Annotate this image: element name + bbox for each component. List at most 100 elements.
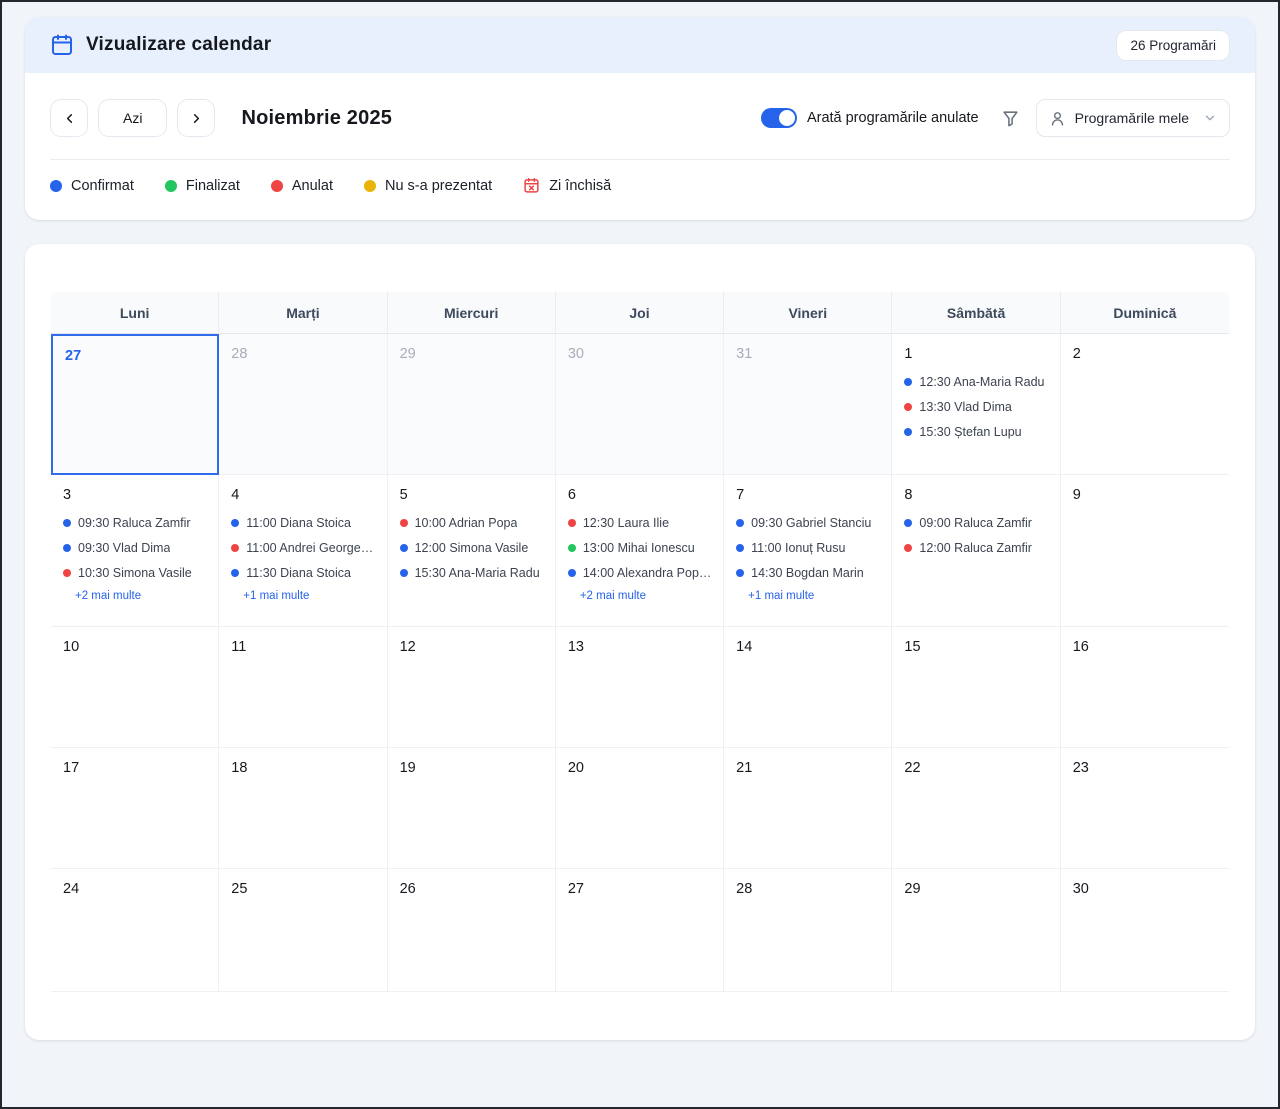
more-events-link[interactable]: +2 mai multe bbox=[75, 590, 208, 602]
calendar-icon bbox=[50, 33, 74, 57]
calendar-x-icon bbox=[523, 177, 540, 194]
day-cell-2[interactable]: 2 bbox=[1061, 334, 1229, 475]
day-number: 27 bbox=[566, 879, 713, 899]
calendar-event[interactable]: 12:00 Simona Vasile bbox=[398, 541, 545, 555]
event-status-dot-icon bbox=[400, 544, 408, 552]
day-number: 10 bbox=[61, 637, 208, 657]
day-number: 22 bbox=[902, 758, 1049, 778]
day-number: 30 bbox=[566, 344, 713, 364]
calendar-event[interactable]: 12:30 Laura Ilie bbox=[566, 516, 713, 530]
day-cell-11[interactable]: 11 bbox=[219, 627, 387, 748]
day-cell-10[interactable]: 10 bbox=[51, 627, 219, 748]
more-events-link[interactable]: +1 mai multe bbox=[243, 590, 376, 602]
calendar-event[interactable]: 09:30 Gabriel Stanciu bbox=[734, 516, 881, 530]
day-cell-12[interactable]: 12 bbox=[388, 627, 556, 748]
day-cell-29[interactable]: 29 bbox=[892, 869, 1060, 992]
calendar-event[interactable]: 09:30 Raluca Zamfir bbox=[61, 516, 208, 530]
day-cell-18[interactable]: 18 bbox=[219, 748, 387, 869]
day-cell-25[interactable]: 25 bbox=[219, 869, 387, 992]
day-cell-13[interactable]: 13 bbox=[556, 627, 724, 748]
day-cell-5[interactable]: 510:00 Adrian Popa12:00 Simona Vasile15:… bbox=[388, 475, 556, 627]
calendar-event[interactable]: 14:30 Bogdan Marin bbox=[734, 566, 881, 580]
toolbar-right: Arată programările anulate Programările … bbox=[761, 99, 1230, 137]
next-month-button[interactable] bbox=[177, 99, 215, 137]
day-number: 23 bbox=[1071, 758, 1219, 778]
event-status-dot-icon bbox=[63, 569, 71, 577]
calendar-event[interactable]: 15:30 Ana-Maria Radu bbox=[398, 566, 545, 580]
chevron-down-icon bbox=[1203, 111, 1217, 125]
day-cell-30[interactable]: 30 bbox=[1061, 869, 1229, 992]
more-events-link[interactable]: +2 mai multe bbox=[580, 590, 713, 602]
day-number: 16 bbox=[1071, 637, 1219, 657]
day-cell-21[interactable]: 21 bbox=[724, 748, 892, 869]
day-number: 21 bbox=[734, 758, 881, 778]
day-cell-6[interactable]: 612:30 Laura Ilie13:00 Mihai Ionescu14:0… bbox=[556, 475, 724, 627]
event-label: 11:30 Diana Stoica bbox=[246, 566, 351, 580]
calendar-event[interactable]: 09:30 Vlad Dima bbox=[61, 541, 208, 555]
event-status-dot-icon bbox=[63, 519, 71, 527]
event-status-dot-icon bbox=[568, 519, 576, 527]
prev-month-button[interactable] bbox=[50, 99, 88, 137]
event-label: 12:30 Laura Ilie bbox=[583, 516, 669, 530]
calendar-event[interactable]: 12:30 Ana-Maria Radu bbox=[902, 375, 1049, 389]
calendar-event[interactable]: 14:00 Alexandra Pop… bbox=[566, 566, 713, 580]
day-cell-16[interactable]: 16 bbox=[1061, 627, 1229, 748]
filter-icon[interactable] bbox=[1001, 109, 1020, 128]
calendar-event[interactable]: 10:30 Simona Vasile bbox=[61, 566, 208, 580]
day-cell-28[interactable]: 28 bbox=[724, 869, 892, 992]
event-label: 09:30 Gabriel Stanciu bbox=[751, 516, 871, 530]
day-cell-17[interactable]: 17 bbox=[51, 748, 219, 869]
day-cell-30[interactable]: 30 bbox=[556, 334, 724, 475]
day-cell-31[interactable]: 31 bbox=[724, 334, 892, 475]
day-cell-1[interactable]: 112:30 Ana-Maria Radu13:30 Vlad Dima15:3… bbox=[892, 334, 1060, 475]
appointments-filter-select[interactable]: Programările mele bbox=[1036, 99, 1230, 137]
calendar-event[interactable]: 10:00 Adrian Popa bbox=[398, 516, 545, 530]
calendar-event[interactable]: 09:00 Raluca Zamfir bbox=[902, 516, 1049, 530]
day-cell-15[interactable]: 15 bbox=[892, 627, 1060, 748]
day-cell-28[interactable]: 28 bbox=[219, 334, 387, 475]
calendar-event[interactable]: 11:00 Diana Stoica bbox=[229, 516, 376, 530]
calendar-event[interactable]: 13:00 Mihai Ionescu bbox=[566, 541, 713, 555]
title-band: Vizualizare calendar 26 Programări bbox=[25, 17, 1255, 73]
day-cell-27[interactable]: 27 bbox=[51, 334, 219, 475]
day-cell-9[interactable]: 9 bbox=[1061, 475, 1229, 627]
day-cell-23[interactable]: 23 bbox=[1061, 748, 1229, 869]
day-cell-3[interactable]: 309:30 Raluca Zamfir09:30 Vlad Dima10:30… bbox=[51, 475, 219, 627]
event-status-dot-icon bbox=[904, 403, 912, 411]
day-cell-26[interactable]: 26 bbox=[388, 869, 556, 992]
day-cell-24[interactable]: 24 bbox=[51, 869, 219, 992]
event-label: 10:30 Simona Vasile bbox=[78, 566, 192, 580]
event-status-dot-icon bbox=[904, 428, 912, 436]
event-label: 15:30 Ștefan Lupu bbox=[919, 425, 1021, 439]
more-events-link[interactable]: +1 mai multe bbox=[748, 590, 881, 602]
calendar-event[interactable]: 11:00 Andrei Georges… bbox=[229, 541, 376, 555]
day-cell-19[interactable]: 19 bbox=[388, 748, 556, 869]
day-number: 14 bbox=[734, 637, 881, 657]
calendar-event[interactable]: 15:30 Ștefan Lupu bbox=[902, 425, 1049, 439]
today-button[interactable]: Azi bbox=[98, 99, 167, 137]
calendar-event[interactable]: 11:00 Ionuț Rusu bbox=[734, 541, 881, 555]
day-cell-29[interactable]: 29 bbox=[388, 334, 556, 475]
event-label: 09:00 Raluca Zamfir bbox=[919, 516, 1032, 530]
legend-item-anulat: Anulat bbox=[271, 178, 333, 194]
day-cell-4[interactable]: 411:00 Diana Stoica11:00 Andrei Georges…… bbox=[219, 475, 387, 627]
month-title: Noiembrie 2025 bbox=[241, 107, 392, 130]
day-cell-27[interactable]: 27 bbox=[556, 869, 724, 992]
show-cancelled-toggle[interactable] bbox=[761, 108, 797, 128]
day-number: 13 bbox=[566, 637, 713, 657]
calendar-event[interactable]: 13:30 Vlad Dima bbox=[902, 400, 1049, 414]
event-status-dot-icon bbox=[904, 519, 912, 527]
event-label: 09:30 Vlad Dima bbox=[78, 541, 170, 555]
day-cell-7[interactable]: 709:30 Gabriel Stanciu11:00 Ionuț Rusu14… bbox=[724, 475, 892, 627]
page-title: Vizualizare calendar bbox=[86, 34, 271, 56]
calendar-grid: Luni Marți Miercuri Joi Vineri Sâmbătă D… bbox=[51, 292, 1229, 992]
day-cell-8[interactable]: 809:00 Raluca Zamfir12:00 Raluca Zamfir bbox=[892, 475, 1060, 627]
day-cell-22[interactable]: 22 bbox=[892, 748, 1060, 869]
day-cell-20[interactable]: 20 bbox=[556, 748, 724, 869]
day-cell-14[interactable]: 14 bbox=[724, 627, 892, 748]
calendar-event[interactable]: 11:30 Diana Stoica bbox=[229, 566, 376, 580]
show-cancelled-label: Arată programările anulate bbox=[807, 110, 979, 126]
day-number: 31 bbox=[734, 344, 881, 364]
calendar-event[interactable]: 12:00 Raluca Zamfir bbox=[902, 541, 1049, 555]
event-label: 11:00 Diana Stoica bbox=[246, 516, 351, 530]
